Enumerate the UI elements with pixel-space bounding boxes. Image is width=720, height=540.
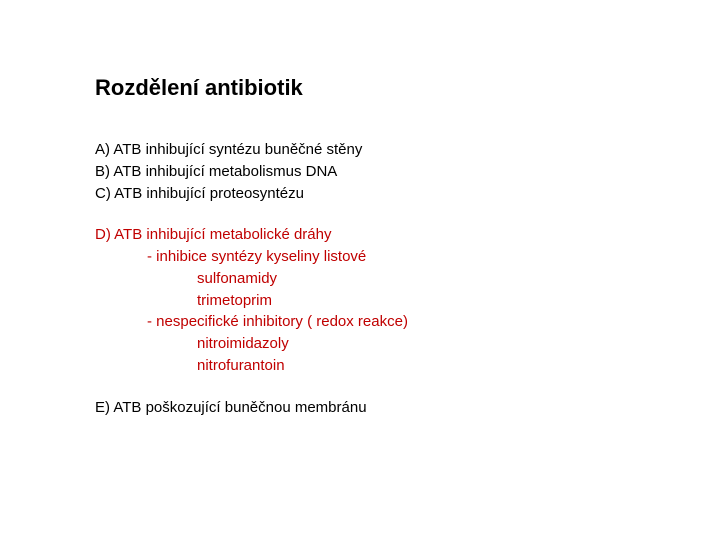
item-d-sub2: sulfonamidy <box>95 268 720 290</box>
item-c: C) ATB inhibující proteosyntézu <box>95 183 720 205</box>
group-e: E) ATB poškozující buněčnou membránu <box>95 397 720 419</box>
group-abc: A) ATB inhibující syntézu buněčné stěny … <box>95 139 720 204</box>
item-b: B) ATB inhibující metabolismus DNA <box>95 161 720 183</box>
item-a: A) ATB inhibující syntézu buněčné stěny <box>95 139 720 161</box>
group-d: D) ATB inhibující metabolické dráhy - in… <box>95 224 720 376</box>
item-d-sub1: - inhibice syntézy kyseliny listové <box>95 246 720 268</box>
item-d-head: D) ATB inhibující metabolické dráhy <box>95 224 720 246</box>
item-e: E) ATB poškozující buněčnou membránu <box>95 397 720 419</box>
item-d-sub6: nitrofurantoin <box>95 355 720 377</box>
item-d-sub5: nitroimidazoly <box>95 333 720 355</box>
slide-title: Rozdělení antibiotik <box>95 75 720 101</box>
item-d-sub3: trimetoprim <box>95 290 720 312</box>
slide-content: Rozdělení antibiotik A) ATB inhibující s… <box>0 0 720 418</box>
item-d-sub4: - nespecifické inhibitory ( redox reakce… <box>95 311 720 333</box>
